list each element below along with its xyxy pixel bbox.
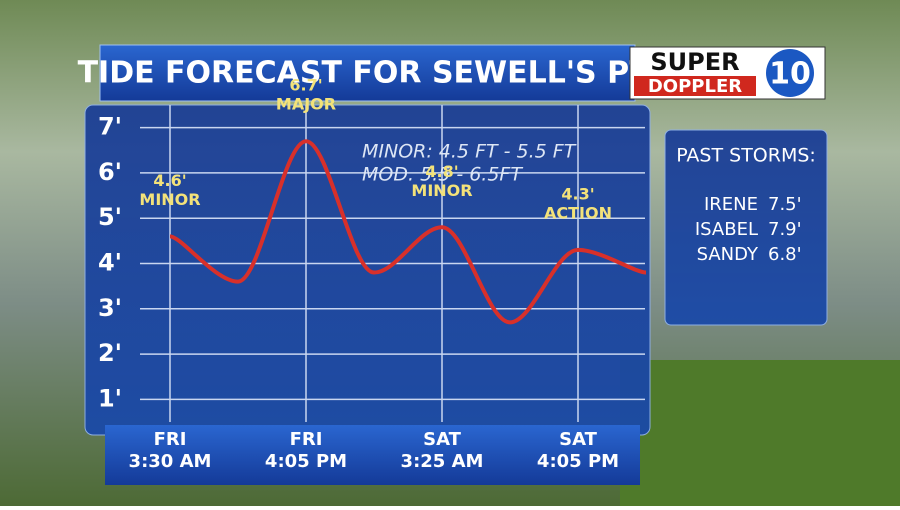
y-tick-label: 2' [98,339,122,367]
storm-name: SANDY [697,244,759,265]
y-tick-label: 4' [98,249,122,277]
x-tick-label: 3:25 AM [401,451,484,472]
y-tick-label: 6' [98,158,122,186]
annotation: MINOR: 4.5 FT - 5.5 FT [362,141,577,163]
storm-name: ISABEL [695,219,758,240]
x-tick-label: 4:05 PM [537,451,619,472]
logo-text: SUPER [650,48,739,76]
data-label: 4.6' [153,171,186,190]
logo-circle [766,49,814,97]
flood-level: ACTION [544,203,612,222]
data-label: 4.3' [561,184,594,203]
storm-height: 6.8' [768,244,802,265]
y-tick-label: 3' [98,294,122,322]
storm-name: IRENE [704,194,758,215]
x-tick-label: FRI [290,429,323,450]
x-tick-label: 3:30 AM [129,451,212,472]
x-tick-label: FRI [154,429,187,450]
flood-level: MINOR [411,181,472,200]
x-tick-label: SAT [559,429,597,450]
title: TIDE FORECAST FOR SEWELL'S PT. [78,56,657,91]
grass [620,360,900,506]
flood-level: MAJOR [276,95,336,114]
sidebar [664,129,828,326]
logo-band [634,76,756,96]
logo-text: DOPPLER [648,76,742,97]
y-tick-label: 5' [98,203,122,231]
x-label-bar [105,425,640,485]
flood-level: MINOR [139,190,200,209]
x-tick-label: SAT [423,429,461,450]
storm-height: 7.5' [768,194,802,215]
title-bar [99,44,636,102]
storm-height: 7.9' [768,219,802,240]
y-tick-label: 1' [98,384,122,412]
data-label: 6.7' [289,76,322,95]
tide-line [169,139,647,325]
annotation: MOD. 5.5 - 6.5FT [362,164,523,186]
x-tick-label: 4:05 PM [265,451,347,472]
y-tick-label: 7' [98,113,122,141]
data-label: 4.8' [425,162,458,181]
sidebar-title: PAST STORMS: [676,145,816,167]
logo-text: 10 [769,57,811,92]
